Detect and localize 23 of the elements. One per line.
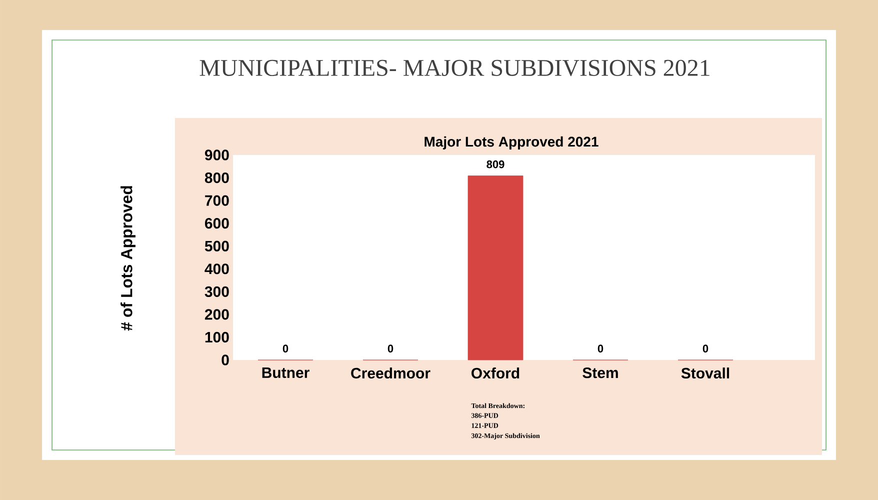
y-tick-label: 500 [204,240,229,252]
x-tick-label: Creedmoor [351,368,430,379]
y-axis-title: # of Lots Approved [120,186,136,331]
y-tick-label: 900 [204,150,229,160]
data-label: 0 [282,344,288,352]
y-tick-label: 0 [222,354,229,366]
y-tick-label: 600 [204,218,229,229]
data-label: 809 [486,160,504,168]
y-tick-label: 300 [204,286,229,297]
chart-subtitle: Major Lots Approved 2021 [424,136,598,150]
data-label: 0 [388,344,394,352]
x-tick-label: Stovall [681,368,730,379]
data-label: 0 [598,344,604,352]
x-tick-label: Oxford [472,368,520,379]
y-tick-label: 700 [205,195,229,206]
data-label: 0 [702,344,708,352]
x-tick-label: Stem [582,368,618,378]
y-tick-label: 100 [205,332,229,343]
chart-title: MUNICIPALITIES- MAJOR SUBDIVISIONS 2021 [200,60,710,76]
y-tick-label: 200 [204,309,229,320]
y-tick-label: 800 [204,172,229,184]
x-tick-label: Butner [262,368,310,378]
y-tick-label: 400 [204,264,229,274]
